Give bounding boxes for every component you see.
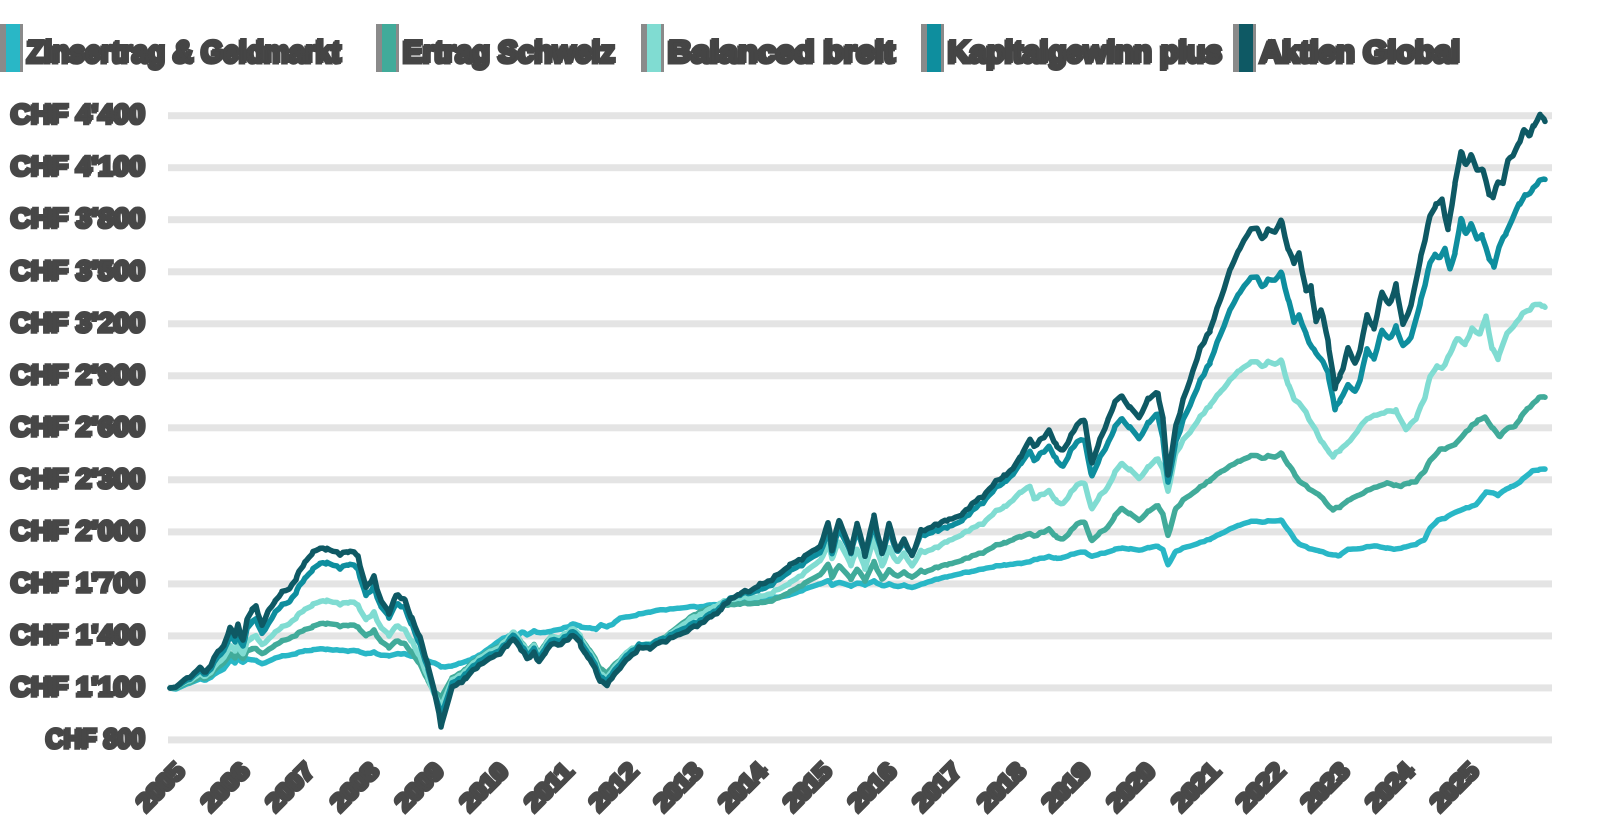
svg-text:CHF 800: CHF 800 xyxy=(45,724,144,754)
svg-text:CHF 1'100: CHF 1'100 xyxy=(10,672,144,702)
svg-text:CHF 2'600: CHF 2'600 xyxy=(10,412,144,442)
svg-text:CHF 800: CHF 800 xyxy=(47,723,146,753)
svg-text:CHF 2'600: CHF 2'600 xyxy=(12,411,146,441)
svg-text:Ertrag Schweiz: Ertrag Schweiz xyxy=(404,34,616,69)
svg-text:Zinsertrag & Geldmarkt: Zinsertrag & Geldmarkt xyxy=(26,35,340,70)
svg-text:CHF 2'300: CHF 2'300 xyxy=(10,464,144,494)
svg-text:Kapitalgewinn plus: Kapitalgewinn plus xyxy=(949,34,1223,69)
svg-text:CHF 4'100: CHF 4'100 xyxy=(10,152,144,182)
svg-text:CHF 2'000: CHF 2'000 xyxy=(10,516,144,546)
svg-text:CHF 2'000: CHF 2'000 xyxy=(12,515,146,545)
svg-text:CHF 4'400: CHF 4'400 xyxy=(10,100,144,130)
svg-text:CHF 3'200: CHF 3'200 xyxy=(10,308,144,338)
svg-text:CHF 1'400: CHF 1'400 xyxy=(10,620,144,650)
svg-text:Ertrag Schweiz: Ertrag Schweiz xyxy=(402,35,614,70)
svg-text:Zinsertrag & Geldmarkt: Zinsertrag & Geldmarkt xyxy=(28,34,342,69)
svg-text:CHF 3'800: CHF 3'800 xyxy=(10,204,144,234)
svg-text:Kapitalgewinn plus: Kapitalgewinn plus xyxy=(947,35,1221,70)
svg-text:Balanced breit: Balanced breit xyxy=(669,34,896,69)
svg-text:CHF 3'200: CHF 3'200 xyxy=(12,307,146,337)
svg-text:CHF 2'900: CHF 2'900 xyxy=(10,360,144,390)
svg-text:CHF 2'300: CHF 2'300 xyxy=(12,463,146,493)
svg-text:CHF 3'500: CHF 3'500 xyxy=(12,255,146,285)
svg-text:CHF 3'800: CHF 3'800 xyxy=(12,203,146,233)
svg-text:Aktien Global: Aktien Global xyxy=(1259,35,1459,70)
svg-text:CHF 2'900: CHF 2'900 xyxy=(12,359,146,389)
svg-text:CHF 3'500: CHF 3'500 xyxy=(10,256,144,286)
svg-text:CHF 1'400: CHF 1'400 xyxy=(12,619,146,649)
svg-text:CHF 1'700: CHF 1'700 xyxy=(10,568,144,598)
svg-text:CHF 4'100: CHF 4'100 xyxy=(12,151,146,181)
svg-text:CHF 4'400: CHF 4'400 xyxy=(12,99,146,129)
svg-text:CHF 1'100: CHF 1'100 xyxy=(12,671,146,701)
svg-text:Balanced breit: Balanced breit xyxy=(667,35,894,70)
svg-text:Aktien Global: Aktien Global xyxy=(1261,34,1461,69)
svg-text:CHF 1'700: CHF 1'700 xyxy=(12,567,146,597)
